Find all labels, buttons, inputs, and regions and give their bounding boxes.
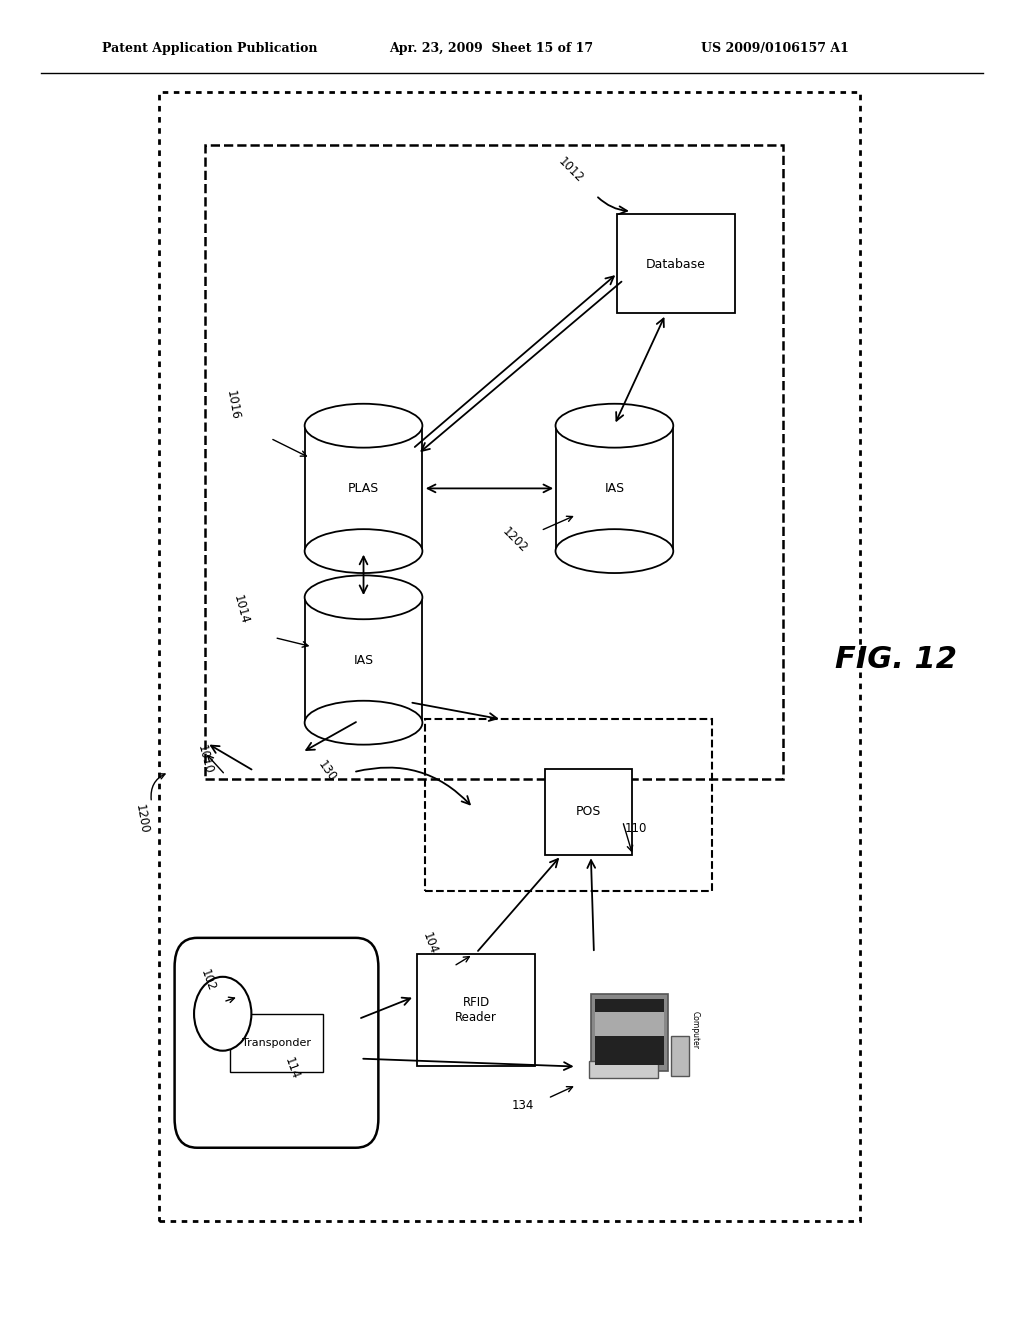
Bar — [205, 145, 783, 779]
Bar — [555, 425, 674, 552]
Ellipse shape — [305, 404, 422, 447]
Text: POS: POS — [577, 805, 601, 818]
Text: 130: 130 — [315, 759, 339, 784]
Ellipse shape — [555, 529, 674, 573]
Bar — [596, 1012, 665, 1036]
Ellipse shape — [305, 701, 422, 744]
Bar — [616, 214, 735, 313]
Text: 1014: 1014 — [230, 594, 251, 626]
Text: 110: 110 — [625, 821, 647, 834]
Text: Computer: Computer — [691, 1011, 699, 1048]
Ellipse shape — [305, 576, 422, 619]
Text: 1016: 1016 — [223, 389, 242, 421]
Bar — [305, 425, 422, 552]
Text: PLAS: PLAS — [348, 482, 379, 495]
Text: Patent Application Publication: Patent Application Publication — [102, 42, 317, 55]
Bar — [671, 1036, 689, 1076]
Bar — [230, 1014, 323, 1072]
Bar — [425, 719, 712, 891]
Ellipse shape — [555, 404, 674, 447]
Text: 104: 104 — [420, 931, 439, 956]
Text: US 2009/0106157 A1: US 2009/0106157 A1 — [701, 42, 849, 55]
Bar — [592, 994, 668, 1071]
Text: 1202: 1202 — [500, 524, 530, 554]
Text: 102: 102 — [198, 968, 217, 993]
Text: FIG. 12: FIG. 12 — [835, 645, 957, 675]
Bar — [418, 953, 536, 1067]
Text: IAS: IAS — [604, 482, 625, 495]
Bar — [545, 768, 632, 855]
Text: 1010: 1010 — [195, 743, 215, 775]
Text: RFID
Reader: RFID Reader — [456, 995, 497, 1024]
Bar — [589, 1061, 658, 1078]
Text: Transponder: Transponder — [242, 1038, 311, 1048]
Text: 134: 134 — [512, 1098, 535, 1111]
Text: Database: Database — [646, 257, 706, 271]
Bar — [305, 597, 422, 722]
Circle shape — [195, 977, 252, 1051]
Text: 1200: 1200 — [133, 803, 152, 834]
Text: 114: 114 — [282, 1056, 301, 1081]
Text: Apr. 23, 2009  Sheet 15 of 17: Apr. 23, 2009 Sheet 15 of 17 — [389, 42, 593, 55]
Text: IAS: IAS — [353, 653, 374, 667]
Bar — [596, 999, 665, 1065]
Bar — [159, 92, 860, 1221]
FancyBboxPatch shape — [174, 937, 379, 1147]
Ellipse shape — [305, 529, 422, 573]
Text: 1012: 1012 — [556, 154, 587, 185]
